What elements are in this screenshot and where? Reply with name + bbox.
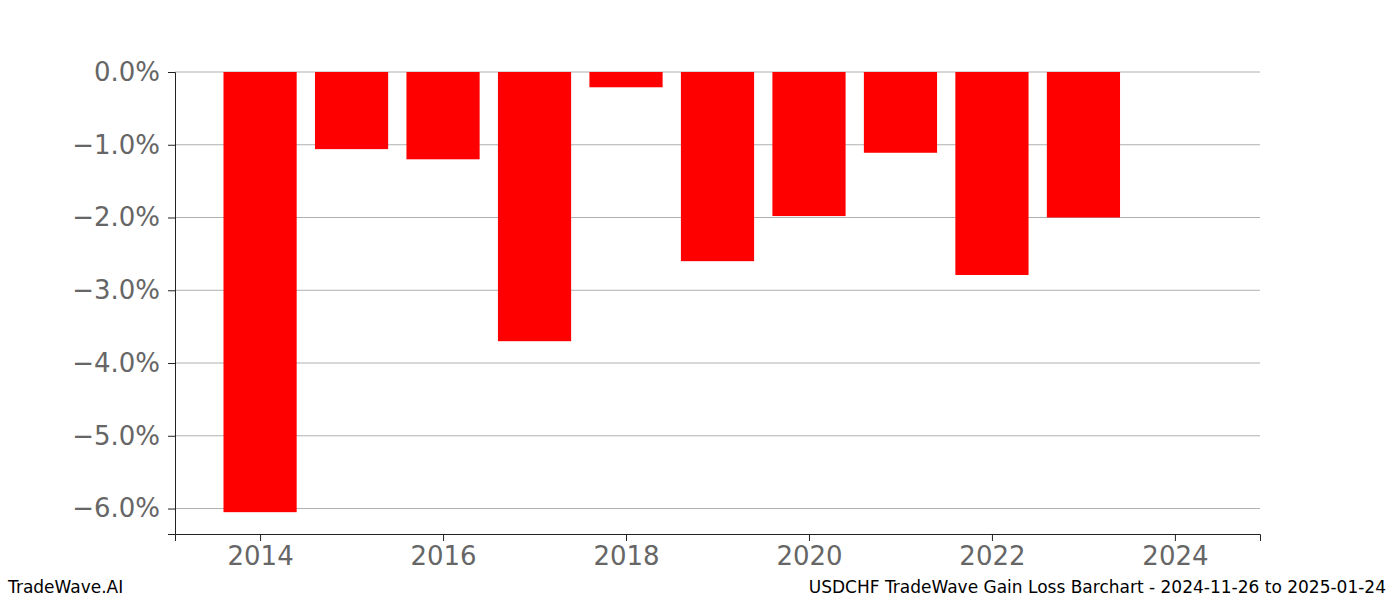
chart: 2014 2016 2018 2020 2022 2024 0.0% −1.0% −2.0% −3… [0,0,1400,600]
x-tick-mark [992,534,993,541]
y-tick-label: −3.0% [72,275,160,305]
x-tick-label: 2022 [959,541,1025,571]
grid-line [175,290,1260,291]
bar [498,72,571,341]
y-tick: −4.0% [72,348,175,378]
y-tick-mark [168,436,175,437]
y-tick: −5.0% [72,421,175,451]
y-tick-mark [168,218,175,219]
grid-line [175,508,1260,509]
grid-line [175,363,1260,364]
y-tick-label: −4.0% [72,348,160,378]
bar [589,72,662,87]
y-tick-label: −5.0% [72,421,160,451]
y-tick: −3.0% [72,275,175,305]
y-axis: 0.0% −1.0% −2.0% −3.0% −4.0% −5.0% −6.0% [72,57,175,535]
y-tick: −1.0% [72,130,175,160]
bar [681,72,754,261]
x-tick: 2024 [1142,534,1208,571]
x-tick: 2022 [959,534,1025,571]
y-tick-mark [168,290,175,291]
x-tick-mark [443,534,444,541]
y-tick-mark [168,72,175,73]
x-tick-mark [626,534,627,541]
y-tick: −6.0% [72,493,175,523]
y-axis-line [168,73,176,535]
x-tick: 2014 [227,534,293,571]
bar [772,72,845,216]
source: TradeWave.AI [7,577,123,597]
y-tick-mark [168,145,175,146]
y-tick-mark [168,509,175,510]
grid-line [175,435,1260,436]
x-tick-mark [260,534,261,541]
x-tick-mark [1175,534,1176,541]
x-tick-label: 2014 [227,541,293,571]
x-tick: 2016 [410,534,476,571]
y-tick-mark [168,363,175,364]
y-tick-label: −1.0% [72,130,160,160]
grid [175,72,1260,509]
x-axis: 2014 2016 2018 2020 2022 2024 [176,534,1261,571]
bar [864,72,937,153]
y-tick-label: 0.0% [94,57,160,87]
x-tick-label: 2024 [1142,541,1208,571]
y-tick: 0.0% [94,57,175,87]
bar [223,72,296,512]
y-tick-label: −6.0% [72,493,160,523]
y-tick-label: −2.0% [72,202,160,232]
plot-area: 2014 2016 2018 2020 2022 2024 0.0% −1.0% −2.0% −3… [72,57,1260,572]
x-tick-label: 2020 [776,541,842,571]
bar [955,72,1028,275]
bar [406,72,479,159]
bars [223,72,1120,512]
x-tick-label: 2016 [410,541,476,571]
y-tick: −2.0% [72,202,175,232]
bar [1047,72,1120,218]
x-tick-mark [809,534,810,541]
x-tick: 2018 [593,534,659,571]
bar [315,72,388,149]
x-tick: 2020 [776,534,842,571]
title: USDCHF TradeWave Gain Loss Barchart - 20… [809,577,1386,597]
x-tick-label: 2018 [593,541,659,571]
x-axis-line [176,535,1261,542]
